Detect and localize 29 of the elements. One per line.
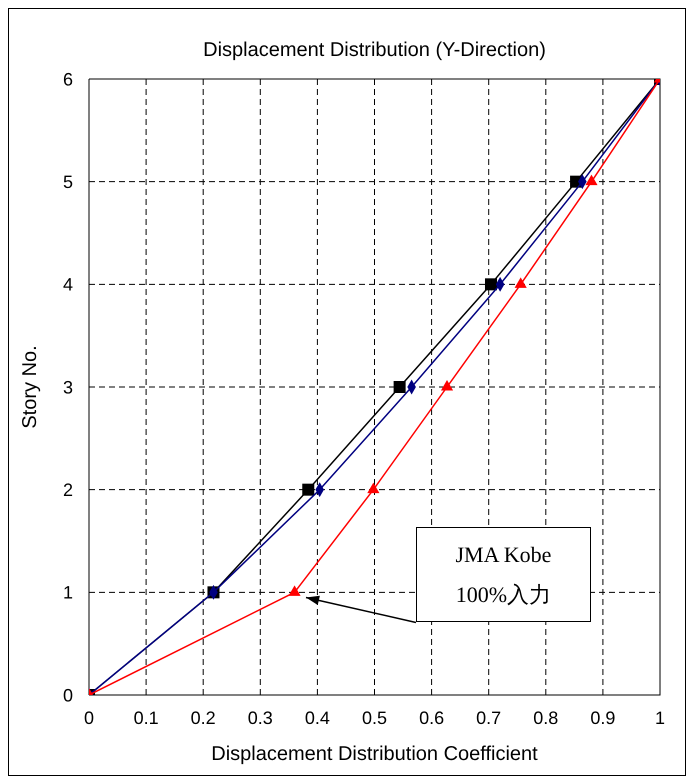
y-tick-label: 0 (62, 685, 73, 706)
chart-title: Displacement Distribution (Y-Direction) (202, 39, 547, 62)
point (394, 381, 406, 393)
y-tick-label: 3 (62, 377, 73, 398)
point (288, 585, 301, 596)
text-box: JMA Kobe 100%入力 (416, 527, 591, 622)
point (367, 482, 380, 494)
x-tick-label: 0.4 (304, 708, 330, 728)
x-tick-label: 0.1 (134, 708, 159, 728)
annotation: JMA Kobe 100%入力 (455, 540, 552, 609)
x-tick-label: 0 (84, 708, 94, 728)
x-tick-label: 0.7 (476, 708, 502, 728)
y-axis-title: Story No. (19, 345, 42, 429)
x-tick-label: 0.2 (190, 708, 216, 728)
y-tick-label: 6 (62, 69, 73, 90)
x-tick-label: 0.9 (590, 708, 616, 728)
x-tick-label: 0.8 (533, 708, 558, 728)
y-tick-label: 1 (62, 582, 73, 603)
x-tick-label: 0.6 (419, 708, 444, 728)
x-axis-title: Displacement Distribution Coefficient (211, 743, 538, 765)
x-tick-label: 1 (654, 708, 666, 728)
point (440, 380, 454, 391)
y-tick-label: 2 (62, 480, 73, 500)
x-tick-label: 0.5 (362, 708, 388, 728)
point (484, 278, 497, 290)
point (302, 484, 314, 496)
x-tick-label: 0.3 (248, 708, 273, 728)
y-tick-label: 4 (62, 274, 73, 295)
y-tick-label: 5 (62, 172, 73, 192)
